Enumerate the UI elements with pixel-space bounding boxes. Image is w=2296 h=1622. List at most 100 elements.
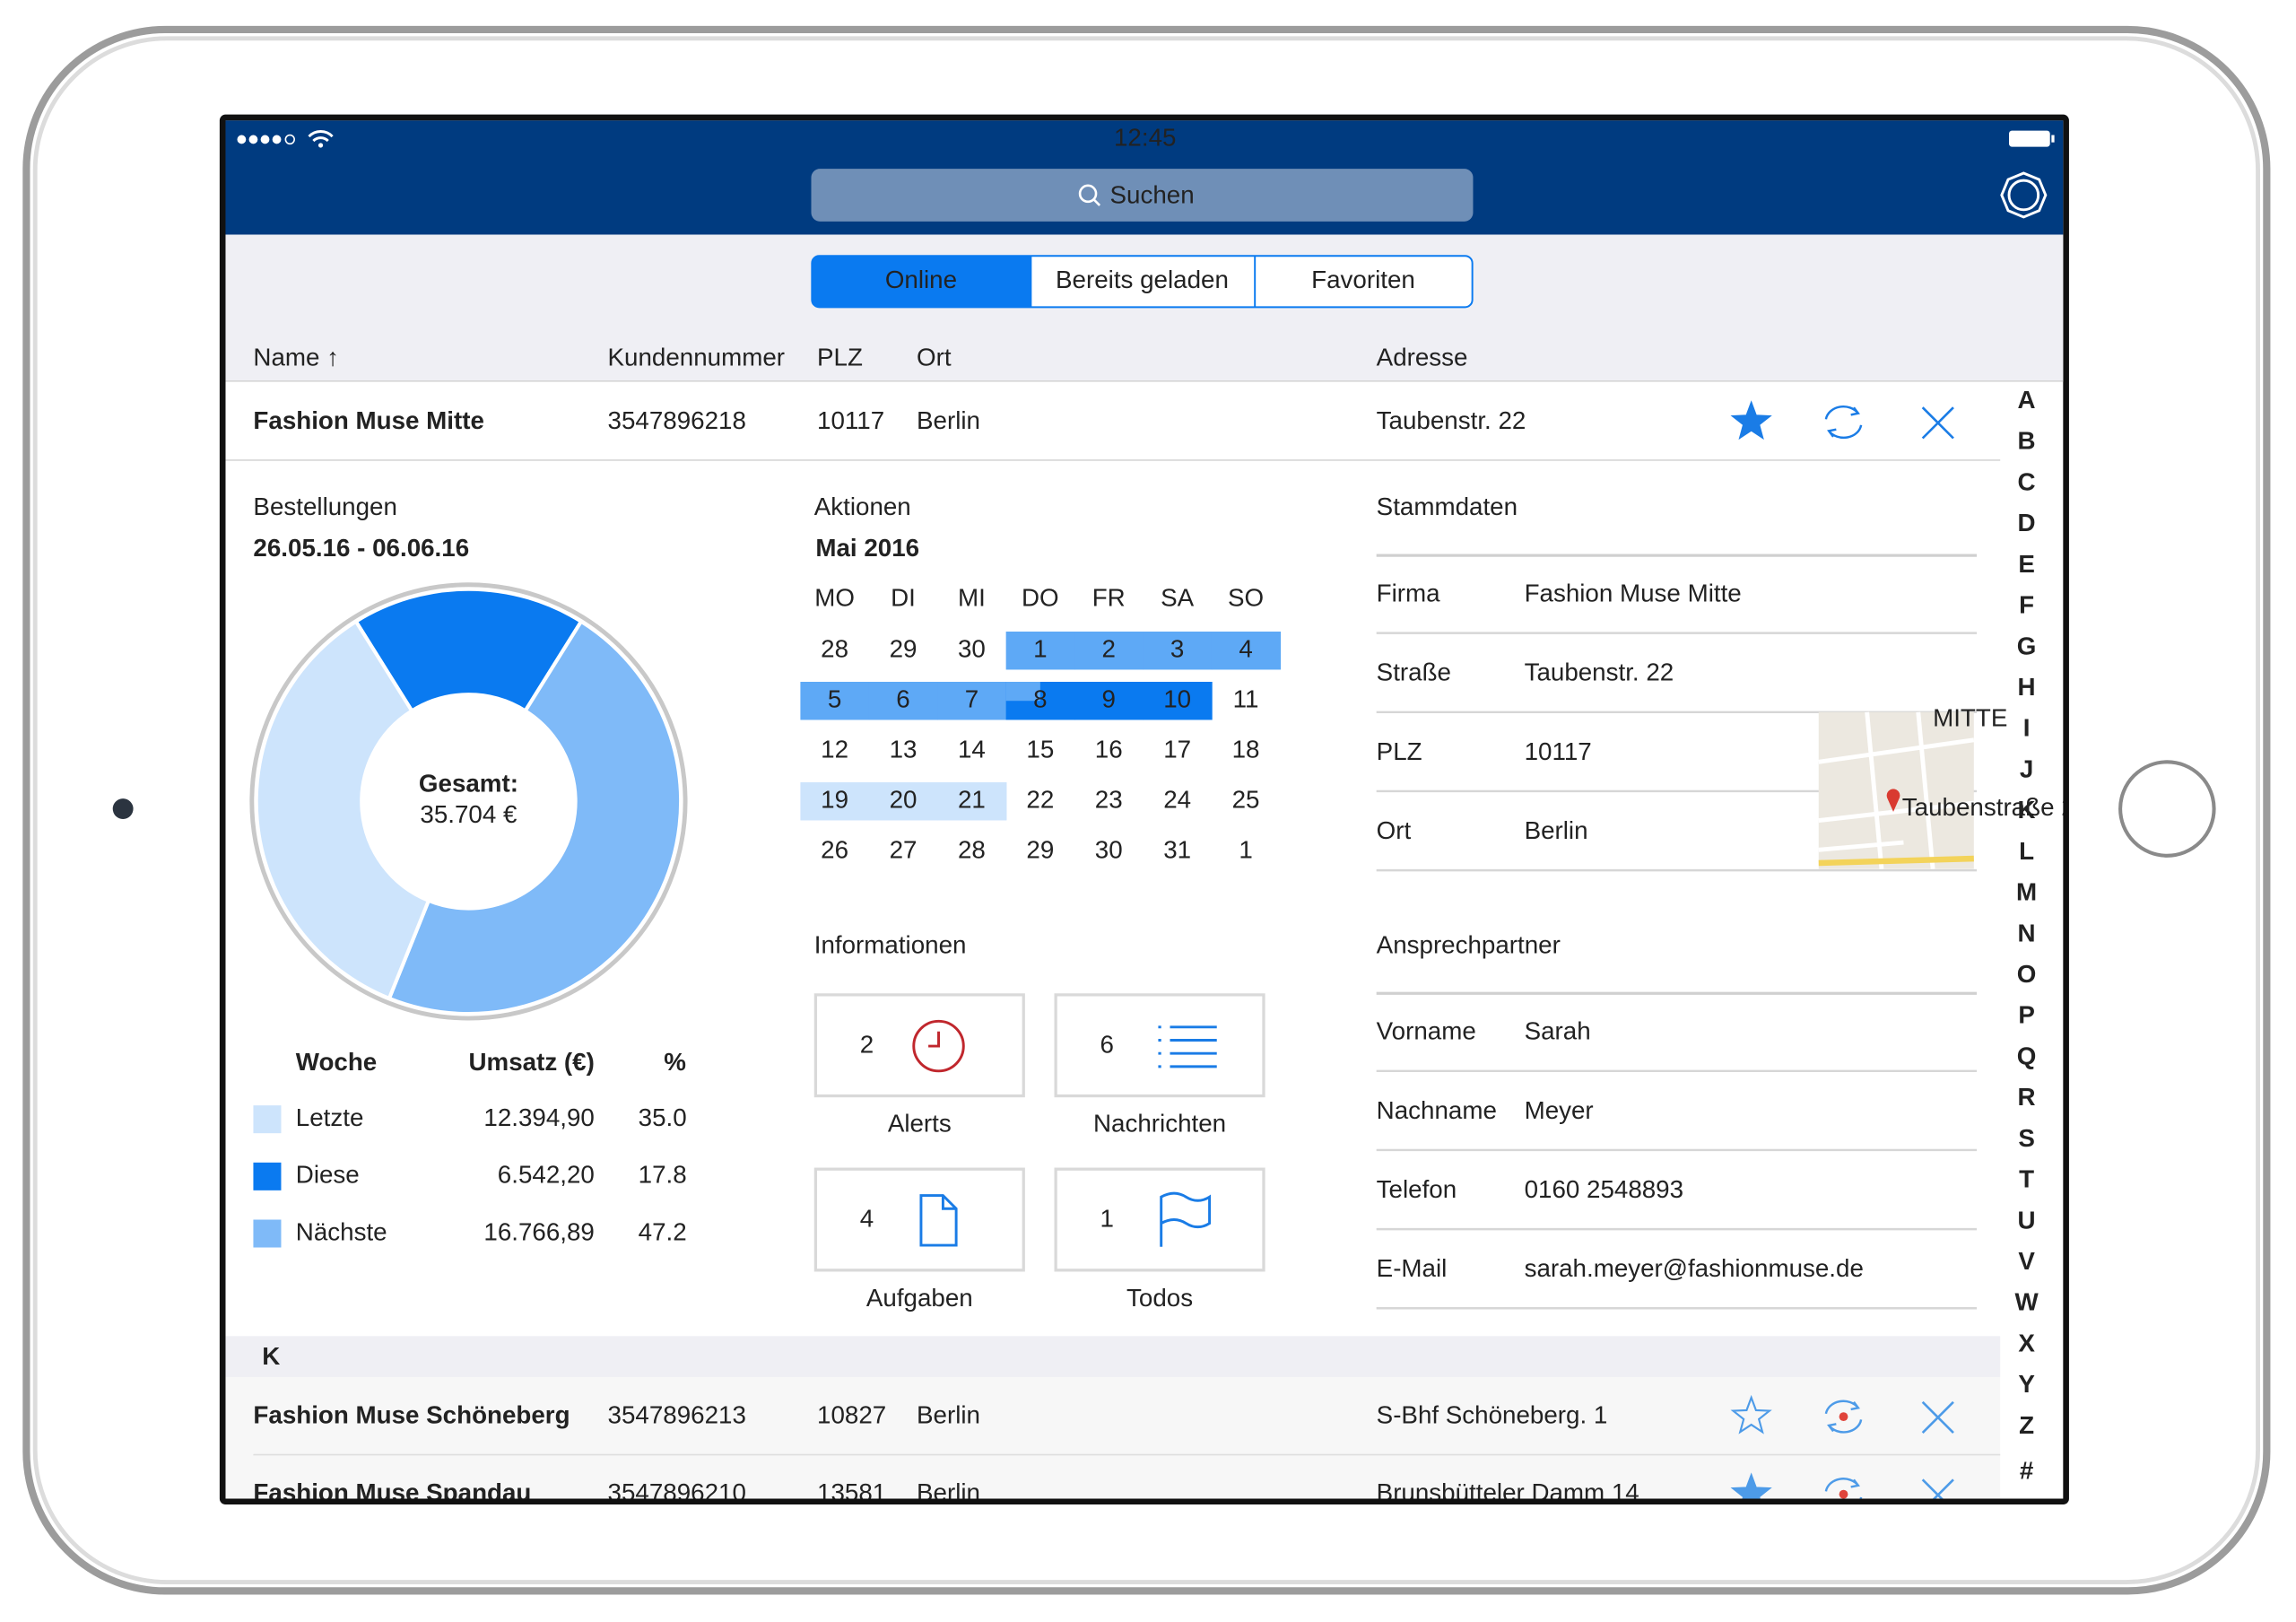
other-rows-bg [225, 1377, 2001, 1499]
index-letter[interactable]: X [2018, 1329, 2035, 1356]
calendar-day: 30 [1095, 836, 1123, 864]
calendar-day: 26 [821, 836, 848, 864]
map-streets [1818, 711, 1975, 869]
field-value: Sarah [1525, 1017, 1591, 1045]
favorite-icon[interactable] [1730, 400, 1772, 440]
refresh-icon[interactable] [1824, 1400, 1863, 1434]
info-tile[interactable] [1054, 993, 1265, 1098]
index-letter[interactable]: B [2018, 427, 2036, 455]
weekday: SO [1228, 583, 1264, 611]
index-letter[interactable]: T [2019, 1165, 2034, 1193]
donut-hole [361, 694, 576, 909]
customer-address: S-Bhf Schöneberg. 1 [1377, 1400, 1608, 1428]
index-letter[interactable]: S [2018, 1124, 2035, 1152]
tab[interactable]: Bereits geladen [1056, 266, 1229, 293]
calendar-day: 2 [1102, 635, 1116, 663]
customer-address: Taubenstr. 22 [1377, 406, 1526, 434]
field-value: Fashion Muse Mitte [1525, 580, 1742, 607]
day-highlight [1074, 632, 1144, 670]
index-letter[interactable]: Z [2019, 1411, 2034, 1439]
index-letter[interactable]: Y [2018, 1370, 2035, 1398]
favorite-icon[interactable] [1730, 1472, 1772, 1509]
settings-icon[interactable] [2000, 171, 2048, 219]
index-letter[interactable]: H [2018, 673, 2036, 701]
home-button[interactable] [2118, 760, 2216, 858]
refresh-icon[interactable] [1824, 1478, 1863, 1510]
info-tile[interactable] [813, 1167, 1025, 1272]
index-letter[interactable]: V [2018, 1247, 2035, 1275]
table-header: % [664, 1048, 686, 1076]
map-road [1818, 855, 1974, 867]
search-field[interactable] [811, 169, 1474, 222]
calendar-day: 19 [821, 786, 848, 814]
index-letter[interactable]: I [2023, 714, 2031, 742]
calendar-day: 31 [1163, 836, 1191, 864]
customer-number: 3547896213 [608, 1400, 746, 1428]
calendar-day: 23 [1095, 786, 1123, 814]
index-letter[interactable]: D [2018, 509, 2036, 536]
calendar-day: 4 [1239, 635, 1252, 663]
index-letter[interactable]: E [2018, 550, 2035, 578]
index-letter[interactable]: G [2017, 632, 2037, 659]
field-label: Straße [1377, 658, 1451, 686]
column-header: Name ↑ [253, 344, 339, 371]
index-letter[interactable]: F [2019, 591, 2034, 619]
day-highlight [1005, 682, 1040, 702]
field-label: PLZ [1377, 737, 1422, 765]
field-value: Taubenstr. 22 [1525, 658, 1674, 686]
field-value: Berlin [1525, 816, 1588, 844]
tile-count: 6 [1100, 1030, 1114, 1058]
refresh-icon[interactable] [1824, 406, 1863, 440]
tab[interactable]: Online [885, 266, 957, 293]
wifi-icon [308, 130, 334, 143]
flag-icon [1160, 1191, 1212, 1247]
legend-swatch [253, 1219, 282, 1248]
screen: 12:45 Suchen Online Bereits geladen Favorite… [225, 120, 2064, 1510]
index-letter[interactable]: O [2017, 960, 2037, 988]
calendar-day: 10 [1163, 685, 1191, 713]
info-tile[interactable] [1054, 1167, 1265, 1272]
calendar-day: 28 [958, 836, 986, 864]
day-highlight [937, 682, 1007, 720]
day-highlight [800, 782, 870, 821]
customer-city: Berlin [917, 1478, 980, 1506]
tab[interactable]: Favoriten [1311, 266, 1415, 293]
index-letter[interactable]: P [2018, 1001, 2035, 1029]
index-letter[interactable]: M [2016, 878, 2037, 906]
calendar-day: 8 [1033, 685, 1047, 713]
index-letter[interactable]: N [2018, 919, 2036, 946]
weekday: MI [958, 583, 986, 611]
donut-ring [249, 582, 688, 1021]
index-letter[interactable]: K [2018, 796, 2036, 824]
customer-name: Fashion Muse Spandau [253, 1478, 531, 1506]
day-highlight [1211, 632, 1282, 670]
weekday: DI [891, 583, 916, 611]
sync-dot [1839, 1412, 1848, 1421]
remove-icon[interactable] [1921, 406, 1954, 440]
index-letter[interactable]: C [2018, 467, 2036, 495]
customer-address: Brunsbütteler Damm 14 [1377, 1478, 1639, 1506]
favorite-icon[interactable] [1730, 1394, 1772, 1435]
week-label: Diese [296, 1161, 360, 1189]
index-letter[interactable]: R [2018, 1083, 2036, 1111]
index-letter[interactable]: # [2020, 1456, 2033, 1484]
calendar-day: 17 [1163, 736, 1191, 763]
calendar-day: 18 [1232, 736, 1260, 763]
calendar-day: 6 [896, 685, 909, 713]
calendar-day: 13 [890, 736, 918, 763]
map-label: MITTE [1933, 703, 2007, 731]
index-letter[interactable]: U [2018, 1206, 2036, 1234]
customer-number: 3547896218 [608, 406, 746, 434]
calendar-day: 15 [1026, 736, 1054, 763]
index-letter[interactable]: Q [2017, 1042, 2037, 1069]
index-letter[interactable]: L [2019, 837, 2034, 865]
calendar-day: 1 [1239, 836, 1252, 864]
index-letter[interactable]: A [2018, 386, 2036, 414]
customer-plz: 13581 [817, 1478, 886, 1506]
column-header: Ort [917, 344, 952, 371]
remove-icon[interactable] [1921, 1478, 1954, 1510]
remove-icon[interactable] [1921, 1400, 1954, 1434]
index-letter[interactable]: W [2014, 1288, 2039, 1316]
index-letter[interactable]: J [2020, 754, 2033, 782]
info-tile[interactable] [813, 993, 1025, 1098]
